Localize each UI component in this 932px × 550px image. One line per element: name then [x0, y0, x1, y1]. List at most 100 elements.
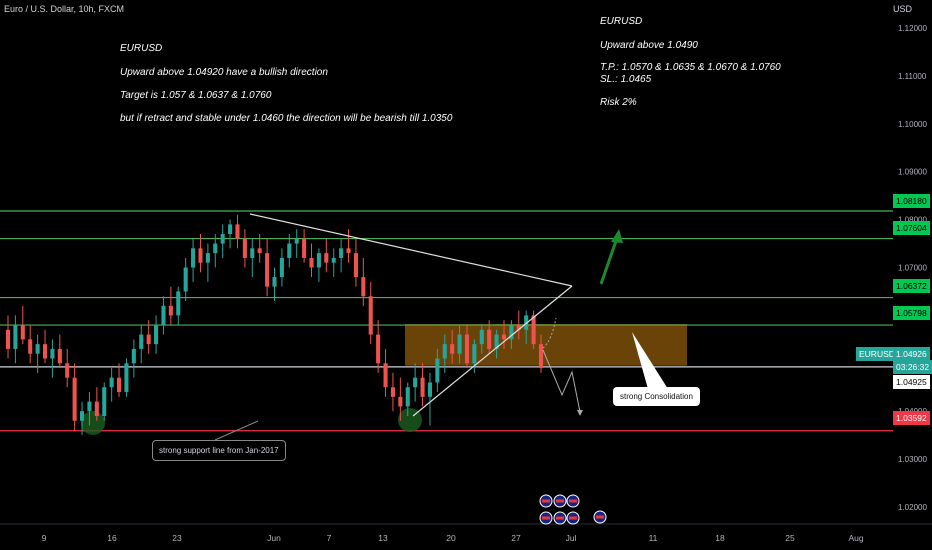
x-tick-label: 27: [511, 533, 521, 543]
candle-body: [405, 387, 410, 407]
x-tick-label: Aug: [848, 533, 863, 543]
event-flag-icon: [542, 499, 550, 503]
event-flag-icon: [542, 516, 550, 520]
ascending-trendline: [412, 285, 573, 417]
note-left-line3: but if retract and stable under 1.0460 t…: [120, 113, 453, 124]
tag-symbol: EURUSD: [856, 347, 898, 361]
event-flag-icon: [596, 515, 604, 519]
candle-body: [57, 348, 62, 364]
candle-body: [501, 334, 507, 340]
descending-trendline: [249, 213, 573, 287]
candle-body: [472, 344, 477, 364]
candle-body: [65, 363, 70, 378]
candle-body: [346, 248, 351, 254]
candle-body: [398, 396, 403, 407]
candle-body: [361, 277, 366, 297]
candle-body: [50, 348, 55, 359]
candle-body: [272, 277, 277, 287]
candle-body: [524, 315, 529, 330]
y-tick-label: 1.10000: [898, 120, 927, 129]
candle-body: [42, 344, 48, 359]
candle-body: [265, 253, 270, 287]
candle-body: [205, 253, 210, 263]
note-left-title: EURUSD: [120, 43, 163, 54]
candle-body: [494, 334, 499, 349]
candle-body: [427, 382, 432, 397]
x-tick-label: 9: [42, 533, 47, 543]
event-flag-icon: [556, 516, 564, 520]
candle-body: [309, 257, 314, 268]
candle-body: [516, 324, 521, 330]
candle-body: [154, 324, 159, 345]
support-circle-1: [81, 411, 105, 435]
candle-body: [139, 334, 144, 349]
candle-body: [287, 243, 292, 258]
target-arrow-head: [611, 229, 623, 243]
candle-body: [28, 339, 33, 354]
tag-level-1: 1.08180: [893, 194, 930, 208]
y-tick-label: 1.09000: [898, 168, 927, 177]
candle-body: [20, 324, 25, 340]
candle-body: [457, 334, 462, 354]
candle-body: [168, 305, 173, 316]
x-tick-label: 16: [107, 533, 117, 543]
x-tick-label: 18: [715, 533, 725, 543]
event-flag-icon: [569, 516, 577, 520]
tag-support: 1.03592: [893, 411, 930, 425]
candle-body: [191, 248, 196, 268]
candle-body: [324, 253, 329, 263]
candle-body: [294, 238, 299, 244]
candle-body: [146, 334, 151, 345]
projection-up: [542, 317, 557, 349]
tag-level-3: 1.06372: [893, 279, 930, 293]
candle-body: [79, 411, 85, 421]
candle-body: [450, 344, 455, 354]
x-tick-label: 7: [327, 533, 332, 543]
candle-body: [198, 248, 203, 263]
y-tick-label: 1.12000: [898, 24, 927, 33]
candle-body: [479, 329, 484, 345]
candle-body: [183, 267, 188, 292]
candle-body: [316, 253, 321, 268]
callout-pointer: [632, 332, 668, 389]
candle-body: [117, 377, 122, 393]
projection-down: [542, 349, 581, 413]
candle-body: [420, 377, 425, 397]
candle-body: [368, 296, 373, 335]
candle-body: [383, 363, 388, 388]
x-tick-label: Jul: [566, 533, 577, 543]
candle-body: [435, 358, 440, 383]
candle-body: [464, 334, 470, 364]
tag-level-2: 1.07604: [893, 221, 930, 235]
candle-body: [235, 224, 240, 239]
candle-body: [487, 329, 492, 349]
candle-body: [331, 257, 336, 263]
projection-arrow-head: [577, 410, 583, 416]
support-callout-pointer: [214, 420, 259, 441]
candle-body: [339, 248, 344, 258]
candle-body: [531, 315, 536, 345]
tag-current-price: 1.04926: [893, 347, 930, 361]
candle-body: [376, 334, 381, 364]
tag-last-price: 1.04925: [893, 375, 930, 389]
y-tick-label: 1.02000: [898, 503, 927, 512]
candle-body: [257, 248, 262, 254]
candle-body: [353, 253, 358, 278]
candle-body: [124, 363, 129, 393]
candle-body: [220, 233, 225, 244]
candle-body: [413, 377, 418, 388]
candle-body: [109, 377, 114, 388]
target-arrow-shaft: [599, 237, 619, 285]
candle-body: [102, 387, 107, 416]
candle-body: [250, 248, 255, 258]
candle-body: [35, 344, 40, 354]
callout-consolidation[interactable]: strong Consolidation: [613, 387, 700, 406]
y-tick-label: 1.03000: [898, 455, 927, 464]
candle-body: [87, 401, 92, 412]
candle-body: [72, 377, 77, 421]
callout-support[interactable]: strong support line from Jan-2017: [152, 440, 286, 461]
note-left-line2: Target is 1.057 & 1.0637 & 1.0760: [120, 90, 272, 101]
symbol-header[interactable]: Euro / U.S. Dollar, 10h, FXCM: [4, 4, 125, 14]
candle-body: [442, 344, 447, 359]
